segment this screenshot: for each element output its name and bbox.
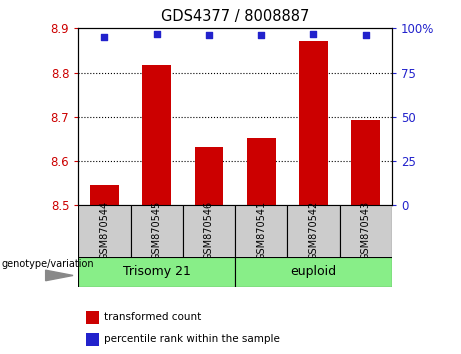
Bar (86, 333, 99, 346)
Text: GSM870541: GSM870541 (256, 201, 266, 261)
Text: GSM870545: GSM870545 (152, 201, 162, 261)
Text: GSM870544: GSM870544 (100, 201, 110, 261)
Bar (235, 257, 392, 287)
Point (258, 33, 265, 38)
Point (362, 33, 369, 38)
Text: genotype/variation: genotype/variation (2, 259, 95, 269)
Text: percentile rank within the sample: percentile rank within the sample (104, 335, 280, 344)
Bar (86, 311, 99, 324)
Bar (142, 65, 171, 205)
Text: euploid: euploid (290, 265, 337, 278)
Bar (247, 138, 276, 205)
Title: GDS4377 / 8008887: GDS4377 / 8008887 (161, 9, 309, 24)
Bar (130, 205, 183, 258)
Bar (195, 147, 224, 205)
Point (205, 33, 213, 38)
Bar (299, 41, 328, 205)
Bar (78, 205, 130, 258)
Bar (183, 205, 235, 258)
Text: GSM870546: GSM870546 (204, 201, 214, 261)
Bar (351, 120, 380, 205)
Text: Trisomy 21: Trisomy 21 (123, 265, 191, 278)
Bar (340, 205, 392, 258)
Bar (78, 257, 235, 287)
Text: GSM870542: GSM870542 (308, 201, 319, 261)
Point (310, 31, 317, 36)
Text: GSM870543: GSM870543 (361, 201, 371, 261)
Bar (287, 205, 340, 258)
Text: transformed count: transformed count (104, 312, 201, 322)
Bar (235, 205, 287, 258)
Bar (90, 185, 119, 205)
Point (153, 31, 160, 36)
Point (101, 34, 108, 40)
Polygon shape (46, 270, 73, 281)
